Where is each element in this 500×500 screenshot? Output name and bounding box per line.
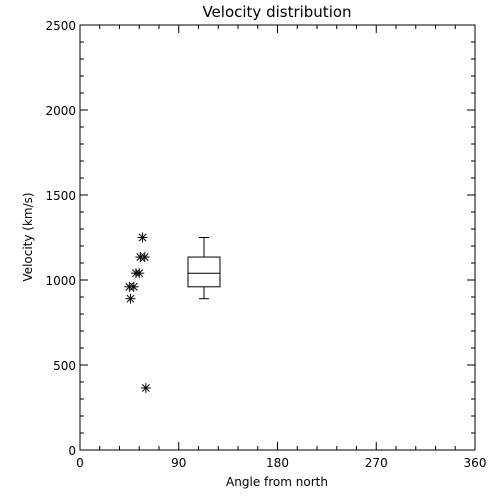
x-tick-label: 360 bbox=[464, 456, 487, 470]
x-tick-label: 180 bbox=[266, 456, 289, 470]
data-point bbox=[140, 382, 151, 393]
x-axis-label: Angle from north bbox=[226, 475, 328, 489]
y-tick-label: 1000 bbox=[45, 274, 76, 288]
data-points bbox=[124, 232, 151, 393]
y-tick-label: 1500 bbox=[45, 189, 76, 203]
y-tick-label: 500 bbox=[53, 359, 76, 373]
y-axis: 0 500 1000 1500 2000 2500 bbox=[45, 19, 475, 458]
x-tick-label: 90 bbox=[171, 456, 186, 470]
chart-title: Velocity distribution bbox=[202, 3, 351, 21]
y-axis-label: Velocity (km/s) bbox=[21, 192, 35, 281]
y-tick-label: 2000 bbox=[45, 104, 76, 118]
x-tick-label: 0 bbox=[76, 456, 84, 470]
boxplot bbox=[187, 237, 221, 300]
data-point bbox=[139, 252, 150, 263]
y-tick-label: 0 bbox=[68, 444, 76, 458]
data-point bbox=[128, 281, 139, 292]
x-axis: 0 90 180 270 360 bbox=[76, 25, 486, 470]
x-tick-label: 270 bbox=[365, 456, 388, 470]
y-tick-label: 2500 bbox=[45, 19, 76, 33]
data-point bbox=[134, 268, 145, 279]
data-point bbox=[137, 232, 148, 243]
box-iqr bbox=[187, 256, 221, 288]
data-point bbox=[125, 293, 136, 304]
